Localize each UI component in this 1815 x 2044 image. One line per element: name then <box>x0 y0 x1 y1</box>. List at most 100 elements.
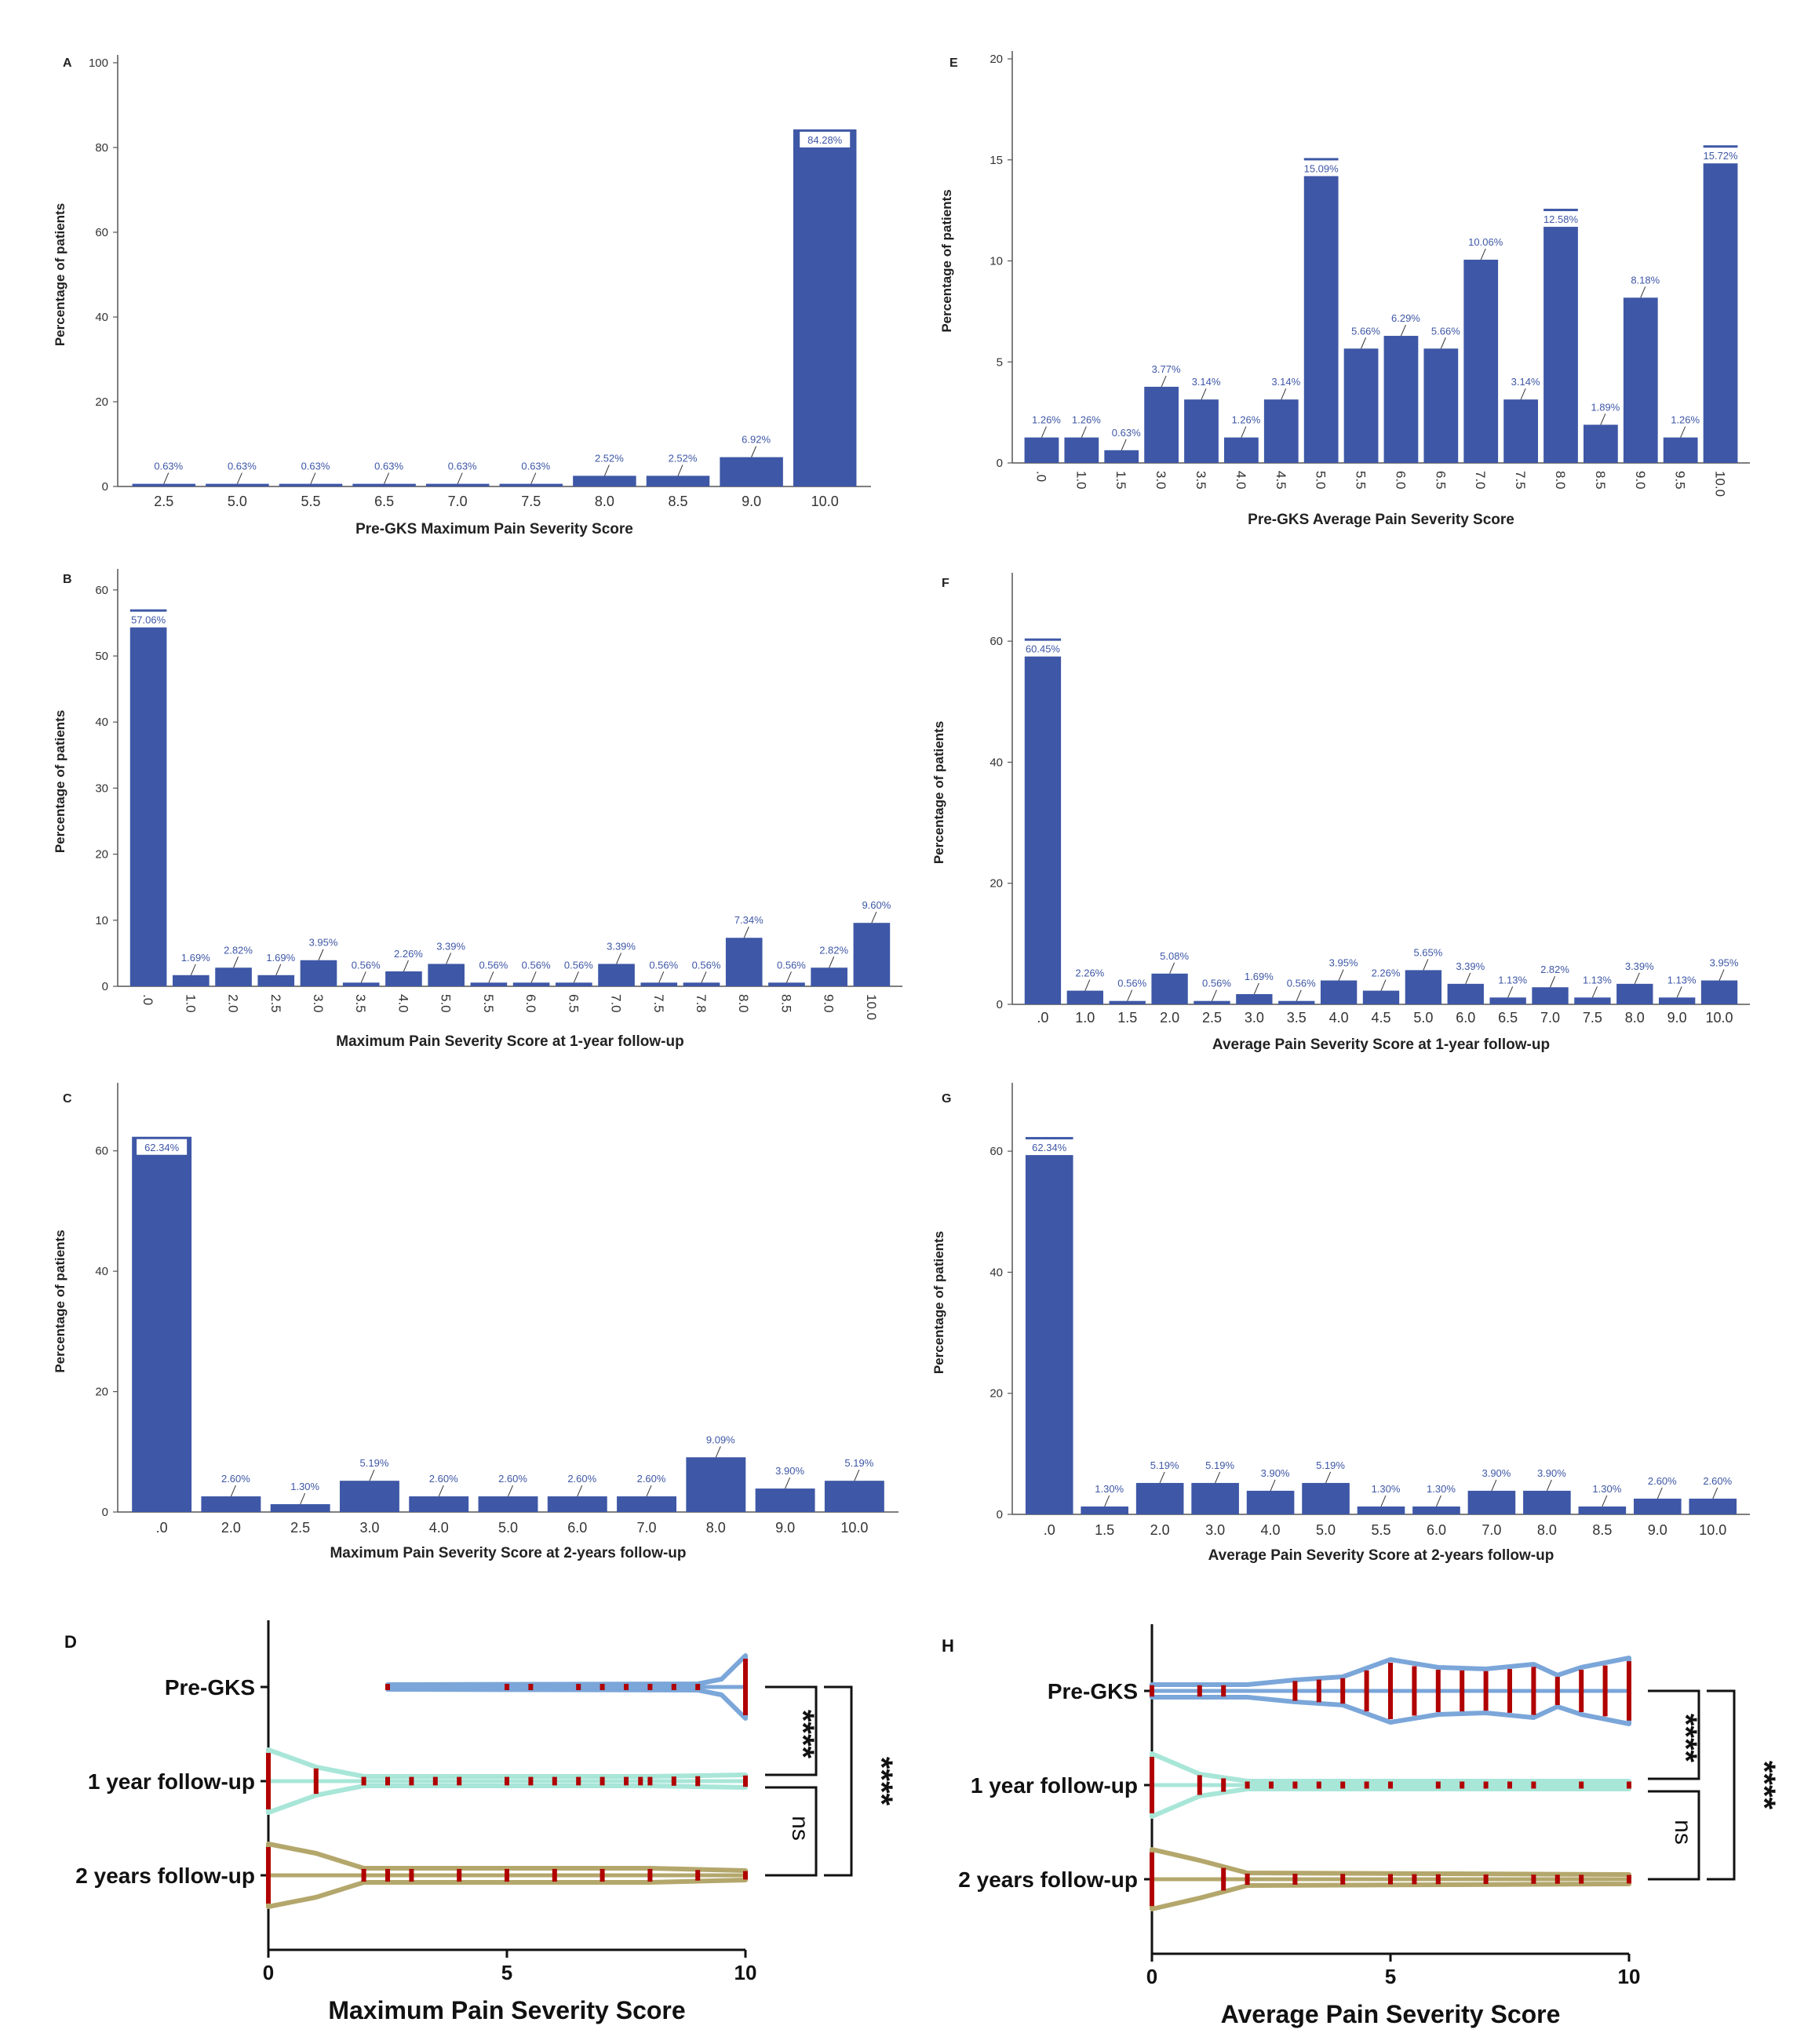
data-point <box>528 1684 534 1690</box>
x-tick-label: 4.0 <box>1261 1522 1281 1538</box>
data-label-leader <box>1201 388 1207 400</box>
data-point <box>1483 1671 1489 1711</box>
x-tick-label: 5.0 <box>1316 1522 1336 1538</box>
x-tick-label: 7.0 <box>1473 471 1488 490</box>
data-point <box>1388 1663 1393 1719</box>
data-label-leader <box>785 1477 791 1489</box>
data-label: 1.26% <box>1072 414 1101 426</box>
x-tick-label: 6.5 <box>1433 471 1448 490</box>
data-label: 84.28% <box>807 134 843 146</box>
data-point <box>528 1776 534 1786</box>
data-point <box>624 1684 629 1690</box>
data-label-leader <box>1718 969 1725 981</box>
x-tick-label: 2.5 <box>154 494 173 509</box>
data-label: 5.19% <box>1150 1459 1179 1471</box>
x-tick-label: 8.0 <box>706 1520 726 1536</box>
x-tick-label: 5.5 <box>481 994 496 1013</box>
x-tick-label: 3.0 <box>1245 1010 1264 1026</box>
data-label-leader <box>1600 414 1606 425</box>
y-tick-label: 2 years follow-up <box>958 1867 1138 1892</box>
y-tick-label: 20 <box>95 848 108 862</box>
y-tick-label: 20 <box>95 395 108 409</box>
data-label-leader <box>603 465 610 476</box>
data-point <box>1579 1781 1584 1789</box>
x-tick-label: 6.0 <box>1427 1522 1446 1538</box>
x-tick-label: 8.0 <box>1625 1010 1645 1026</box>
x-axis-label: Maximum Pain Severity Score at 2-years f… <box>330 1545 686 1561</box>
data-label: 5.19% <box>844 1457 873 1469</box>
significance-bracket <box>765 1786 818 1877</box>
data-label: 1.30% <box>1095 1483 1124 1495</box>
data-label-leader <box>854 1469 860 1481</box>
x-tick-label: 7.0 <box>1540 1010 1560 1026</box>
data-label: 2.60% <box>1703 1475 1732 1487</box>
bar <box>573 475 636 486</box>
data-label-leader <box>457 472 463 484</box>
x-tick-label: 7.5 <box>1583 1010 1602 1026</box>
data-point <box>1221 1685 1226 1697</box>
panel-letter: B <box>63 573 72 586</box>
x-tick-label: .0 <box>140 994 155 1005</box>
bar <box>824 1481 884 1512</box>
data-label-leader <box>1440 337 1446 349</box>
x-tick-label: 3.5 <box>1287 1010 1307 1026</box>
data-label: 0.63% <box>228 461 257 472</box>
data-label: 1.26% <box>1231 414 1260 426</box>
x-tick-label: 9.0 <box>775 1520 795 1536</box>
bar <box>1405 970 1442 1004</box>
panel-letter: G <box>942 1092 951 1106</box>
bar <box>1066 990 1103 1004</box>
data-label: 2.60% <box>1648 1475 1677 1487</box>
data-point <box>361 1868 366 1882</box>
data-label-leader <box>1546 1479 1552 1492</box>
data-label: 0.56% <box>777 959 806 971</box>
x-tick-label: 6.5 <box>1498 1010 1518 1026</box>
data-point <box>409 1868 414 1882</box>
data-point <box>1579 1670 1584 1712</box>
data-label: 9.09% <box>706 1434 735 1445</box>
data-label: 5.19% <box>1205 1459 1234 1471</box>
bar <box>1584 424 1618 463</box>
data-label: 0.56% <box>692 959 721 971</box>
data-label: 5.65% <box>1413 946 1442 958</box>
data-point <box>1531 1875 1536 1884</box>
bar <box>1151 973 1188 1004</box>
data-label-leader <box>1634 972 1640 985</box>
data-label-bg <box>1017 640 1068 657</box>
bar <box>279 483 343 486</box>
data-point <box>1435 1781 1441 1789</box>
panel-C-chart: C 0 20 40 60 Percentage of patients Maximum Pa… <box>53 1083 898 1561</box>
data-point <box>457 1776 462 1786</box>
data-point <box>695 1776 701 1787</box>
data-point <box>552 1868 557 1882</box>
x-tick-label: 8.5 <box>1592 1522 1612 1538</box>
data-label-leader <box>1656 1487 1663 1499</box>
data-label: 3.77% <box>1152 363 1181 375</box>
data-label-leader <box>1041 426 1047 438</box>
x-tick-label: 8.0 <box>595 494 614 509</box>
bar <box>640 982 678 986</box>
data-label-bg <box>1296 160 1347 177</box>
bar <box>1362 990 1400 1004</box>
data-label: 0.56% <box>649 959 678 971</box>
data-label-leader <box>488 971 494 983</box>
data-point <box>600 1776 605 1786</box>
x-tick-label: 6.5 <box>374 494 394 509</box>
data-label-leader <box>190 964 196 975</box>
x-tick-label: 5.0 <box>228 494 247 509</box>
significance-label: **** <box>864 1757 898 1806</box>
data-label-leader <box>233 956 239 968</box>
panel-D-chart: D 0 5 10 Maximum Pain Severity Score Pre-GKS 1… <box>64 1620 898 2024</box>
data-point <box>1507 1781 1512 1789</box>
significance-label: **** <box>1668 1714 1703 1763</box>
data-label: 3.39% <box>607 940 636 952</box>
data-label-leader <box>1380 1495 1387 1507</box>
data-label: 0.63% <box>154 461 183 472</box>
data-point <box>1483 1874 1489 1885</box>
data-label: 57.06% <box>131 614 166 626</box>
bar <box>1144 386 1179 463</box>
bar <box>683 982 720 986</box>
bar <box>1634 1498 1682 1514</box>
bar <box>1467 1490 1516 1514</box>
data-label-bg <box>1695 148 1746 164</box>
